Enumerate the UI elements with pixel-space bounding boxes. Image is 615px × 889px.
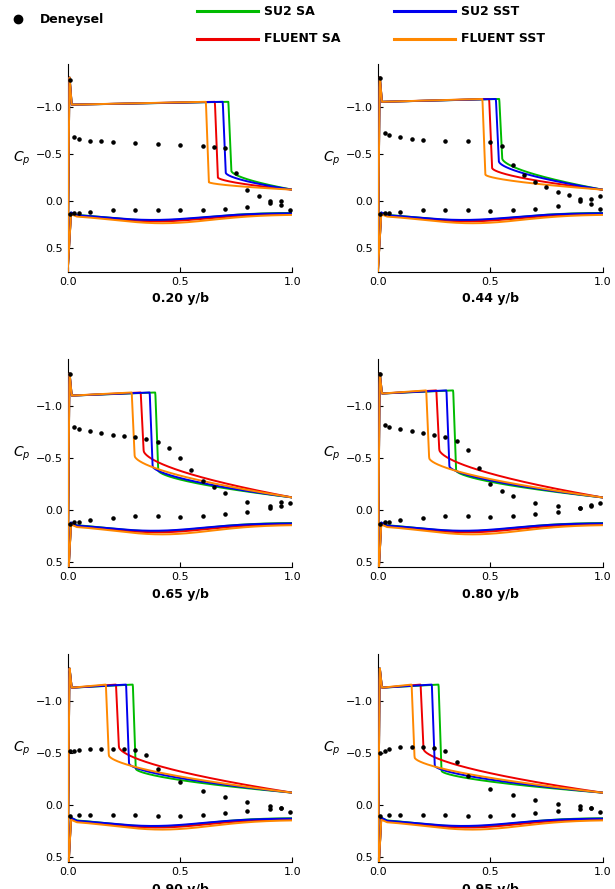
X-axis label: 0.20 y/b: 0.20 y/b <box>151 292 208 305</box>
X-axis label: 0.90 y/b: 0.90 y/b <box>152 883 208 889</box>
Y-axis label: $C_p$: $C_p$ <box>13 444 31 463</box>
Text: FLUENT SST: FLUENT SST <box>461 32 546 45</box>
Text: Deneysel: Deneysel <box>40 12 104 26</box>
Y-axis label: $C_p$: $C_p$ <box>13 740 31 758</box>
Y-axis label: $C_p$: $C_p$ <box>13 149 31 168</box>
X-axis label: 0.44 y/b: 0.44 y/b <box>462 292 519 305</box>
Y-axis label: $C_p$: $C_p$ <box>323 149 341 168</box>
X-axis label: 0.95 y/b: 0.95 y/b <box>462 883 518 889</box>
Text: FLUENT SA: FLUENT SA <box>264 32 341 45</box>
X-axis label: 0.80 y/b: 0.80 y/b <box>462 588 518 601</box>
Text: SU2 SA: SU2 SA <box>264 4 315 18</box>
Text: SU2 SST: SU2 SST <box>461 4 520 18</box>
X-axis label: 0.65 y/b: 0.65 y/b <box>152 588 208 601</box>
Y-axis label: $C_p$: $C_p$ <box>323 740 341 758</box>
Y-axis label: $C_p$: $C_p$ <box>323 444 341 463</box>
